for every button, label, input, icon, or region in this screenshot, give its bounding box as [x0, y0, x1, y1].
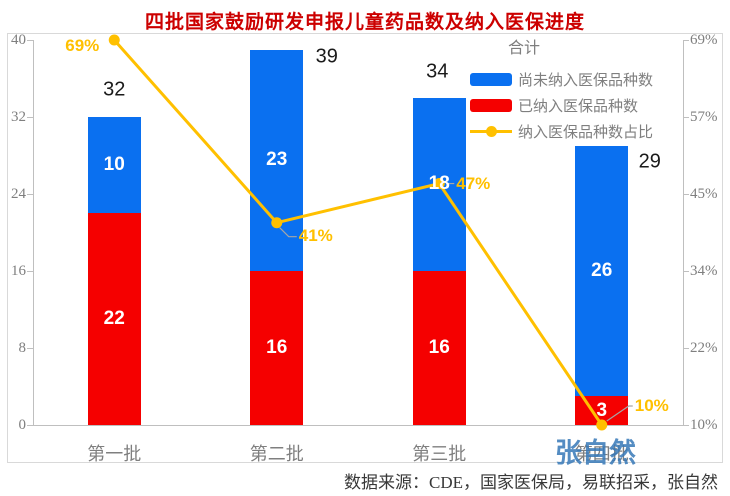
- total-value-label: 34: [426, 60, 449, 83]
- right-axis-tick: [683, 194, 689, 195]
- left-axis-tick: [27, 271, 33, 272]
- left-axis-tick-label: 24: [11, 186, 26, 202]
- pct-value-label: 41%: [298, 225, 333, 245]
- right-axis-tick: [683, 271, 689, 272]
- left-axis-tick-label: 16: [11, 263, 26, 279]
- left-axis-line: [33, 40, 34, 425]
- bar-value-label: 23: [266, 149, 288, 171]
- legend-item-percentage: 纳入医保品种数占比: [470, 123, 654, 141]
- right-axis-tick: [683, 425, 689, 426]
- bar-value-label: 16: [428, 337, 450, 358]
- category-label: 第一批: [87, 444, 142, 464]
- left-axis-tick-label: 40: [11, 32, 26, 48]
- legend-swatch-blue-icon: [470, 72, 512, 86]
- pct-value-label: 47%: [456, 173, 491, 193]
- bar-value-label: 22: [103, 308, 125, 330]
- legend-item-label: 尚未纳入医保品种数: [518, 72, 654, 89]
- category-label: 第二批: [249, 444, 304, 464]
- legend: 合计 尚未纳入医保品种数 已纳入医保品种数 纳入医保品种数占比: [470, 34, 653, 149]
- bar-value-label: 16: [266, 337, 288, 358]
- bar-value-label: 3: [596, 399, 608, 421]
- legend-line-dot-icon: [470, 125, 512, 138]
- total-value-label: 39: [315, 45, 338, 68]
- right-axis-tick-label: 10%: [690, 417, 718, 433]
- total-value-label: 32: [103, 78, 126, 101]
- category-label: 第三批: [412, 444, 467, 464]
- total-value-label: 29: [638, 150, 661, 173]
- bar-value-label: 26: [591, 260, 613, 281]
- left-axis-tick: [27, 117, 33, 118]
- bar-value-label: 10: [103, 154, 125, 176]
- right-axis-tick: [683, 348, 689, 349]
- left-axis-tick-label: 0: [18, 417, 27, 433]
- left-axis-tick: [27, 425, 33, 426]
- legend-item-label: 已纳入医保品种数: [518, 98, 639, 115]
- right-axis-tick-label: 69%: [690, 32, 718, 48]
- left-axis-tick-label: 8: [18, 340, 27, 356]
- right-axis-tick-label: 45%: [690, 186, 718, 202]
- right-axis-tick-label: 57%: [690, 109, 718, 125]
- category-label: 第四批: [574, 444, 629, 464]
- legend-swatch-red-icon: [470, 98, 512, 112]
- left-axis-tick: [27, 348, 33, 349]
- chart-frame: [7, 33, 723, 463]
- left-axis-tick-label: 32: [11, 109, 26, 125]
- legend-title: 合计: [508, 40, 541, 57]
- right-axis-tick-label: 22%: [690, 340, 718, 356]
- x-axis-line: [33, 425, 683, 426]
- right-axis-tick: [683, 117, 689, 118]
- watermark: 张自然: [555, 438, 636, 468]
- bar-value-label: 18: [428, 173, 450, 195]
- right-axis-tick: [683, 40, 689, 41]
- source-note: 数据来源：CDE，国家医保局，易联招采，张自然: [344, 473, 718, 492]
- left-axis-tick: [27, 194, 33, 195]
- legend-item-label: 纳入医保品种数占比: [518, 124, 654, 141]
- pct-value-label: 10%: [634, 396, 669, 415]
- legend-item-covered: 已纳入医保品种数: [470, 97, 653, 115]
- pct-value-label: 69%: [65, 36, 100, 55]
- right-axis-tick-label: 34%: [690, 263, 718, 279]
- right-axis-line: [683, 40, 684, 425]
- chart-title: 四批国家鼓励研发申报儿童药品数及纳入医保进度: [144, 12, 585, 33]
- legend-item-not-yet-covered: 尚未纳入医保品种数: [470, 71, 654, 89]
- left-axis-tick: [27, 40, 33, 41]
